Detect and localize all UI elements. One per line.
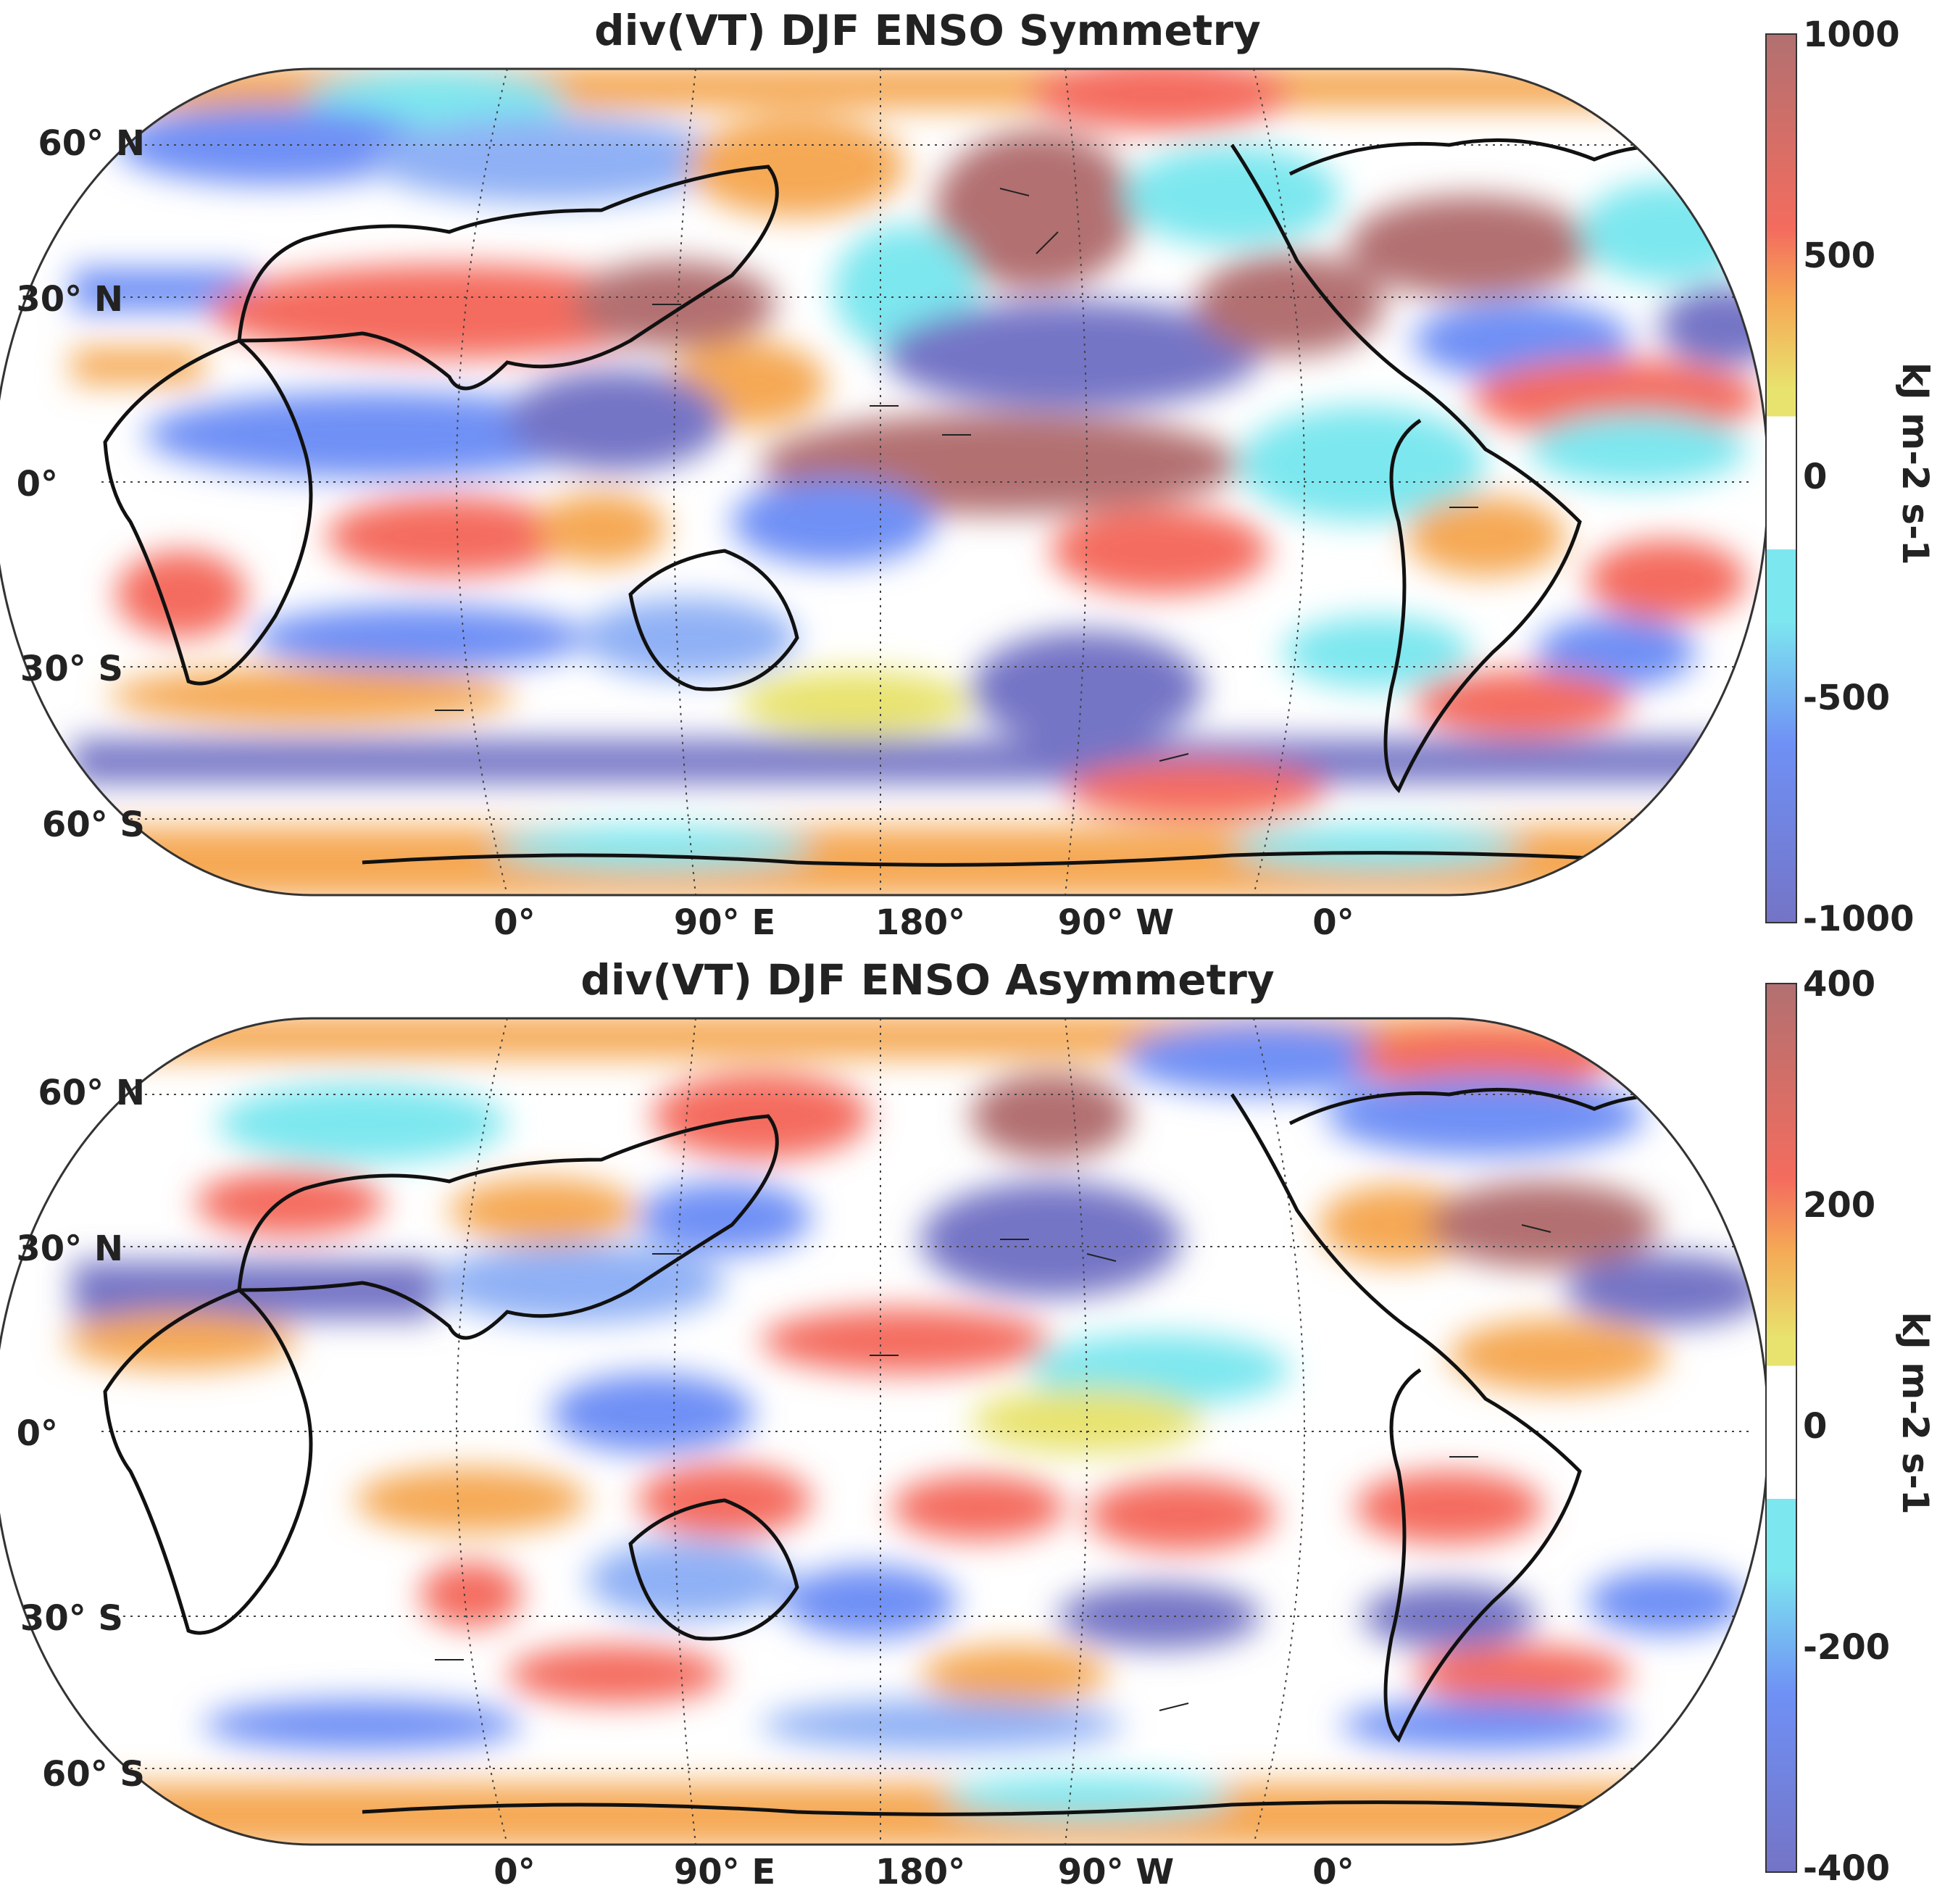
field-layer bbox=[72, 69, 1768, 895]
colorbar-tick: 500 bbox=[1803, 236, 1876, 276]
symmetry-panel: div(VT) DJF ENSO Symmetry bbox=[0, 0, 1937, 949]
graticule bbox=[101, 1018, 1754, 1845]
lon-label-90e: 90° E bbox=[673, 902, 776, 943]
colorbar-tick: 1000 bbox=[1803, 14, 1900, 55]
lat-label-60s: 60° S bbox=[41, 805, 145, 845]
asymmetry-map bbox=[0, 1017, 1770, 1846]
colorbar-tick: -400 bbox=[1803, 1848, 1891, 1889]
lon-label-90w: 90° W bbox=[1057, 1852, 1175, 1892]
colorbar-unit-label: kJ m-2 s-1 bbox=[1894, 1312, 1936, 1515]
map-frame bbox=[0, 1017, 1770, 1846]
map-title: div(VT) DJF ENSO Symmetry bbox=[594, 6, 1261, 55]
lat-label-0: 0° bbox=[16, 464, 58, 504]
lat-label-30n: 30° N bbox=[16, 1229, 123, 1269]
colorbar-tick: -200 bbox=[1803, 1627, 1891, 1668]
symmetry-map bbox=[0, 67, 1770, 897]
lat-label-0: 0° bbox=[16, 1413, 58, 1454]
map-title: div(VT) DJF ENSO Asymmetry bbox=[580, 955, 1275, 1005]
lat-label-30s: 30° S bbox=[20, 1598, 123, 1639]
lat-label-60s: 60° S bbox=[41, 1754, 145, 1795]
lon-label-0-east: 0° bbox=[1312, 902, 1354, 943]
lon-label-180: 180° bbox=[875, 1852, 966, 1892]
map-frame bbox=[0, 67, 1770, 897]
colorbar-tick: 400 bbox=[1803, 964, 1876, 1005]
lon-label-0-east: 0° bbox=[1312, 1852, 1354, 1892]
colorbar-unit-label: kJ m-2 s-1 bbox=[1894, 362, 1936, 565]
colorbar-tick: -500 bbox=[1803, 678, 1891, 718]
lat-label-60n: 60° N bbox=[38, 123, 145, 164]
colorbar-tick: 0 bbox=[1803, 457, 1828, 497]
colorbar-tick: 200 bbox=[1803, 1185, 1876, 1226]
asymmetry-panel: div(VT) DJF ENSO Asymmetry bbox=[0, 949, 1937, 1899]
lon-label-0: 0° bbox=[493, 1852, 536, 1892]
graticule bbox=[101, 69, 1754, 895]
colorbar-tick: -1000 bbox=[1803, 899, 1915, 939]
lat-label-60n: 60° N bbox=[38, 1073, 145, 1113]
lat-label-30n: 30° N bbox=[16, 279, 123, 320]
lon-label-0: 0° bbox=[493, 902, 536, 943]
colorbar bbox=[1765, 33, 1797, 923]
lat-label-30s: 30° S bbox=[20, 649, 123, 689]
colorbar-tick: 0 bbox=[1803, 1406, 1828, 1447]
lon-label-180: 180° bbox=[875, 902, 966, 943]
wind-vectors bbox=[435, 188, 1478, 762]
lon-label-90e: 90° E bbox=[673, 1852, 776, 1892]
wind-vectors bbox=[435, 1224, 1551, 1711]
colorbar bbox=[1765, 983, 1797, 1873]
lon-label-90w: 90° W bbox=[1057, 902, 1175, 943]
field-layer bbox=[65, 1018, 1768, 1845]
